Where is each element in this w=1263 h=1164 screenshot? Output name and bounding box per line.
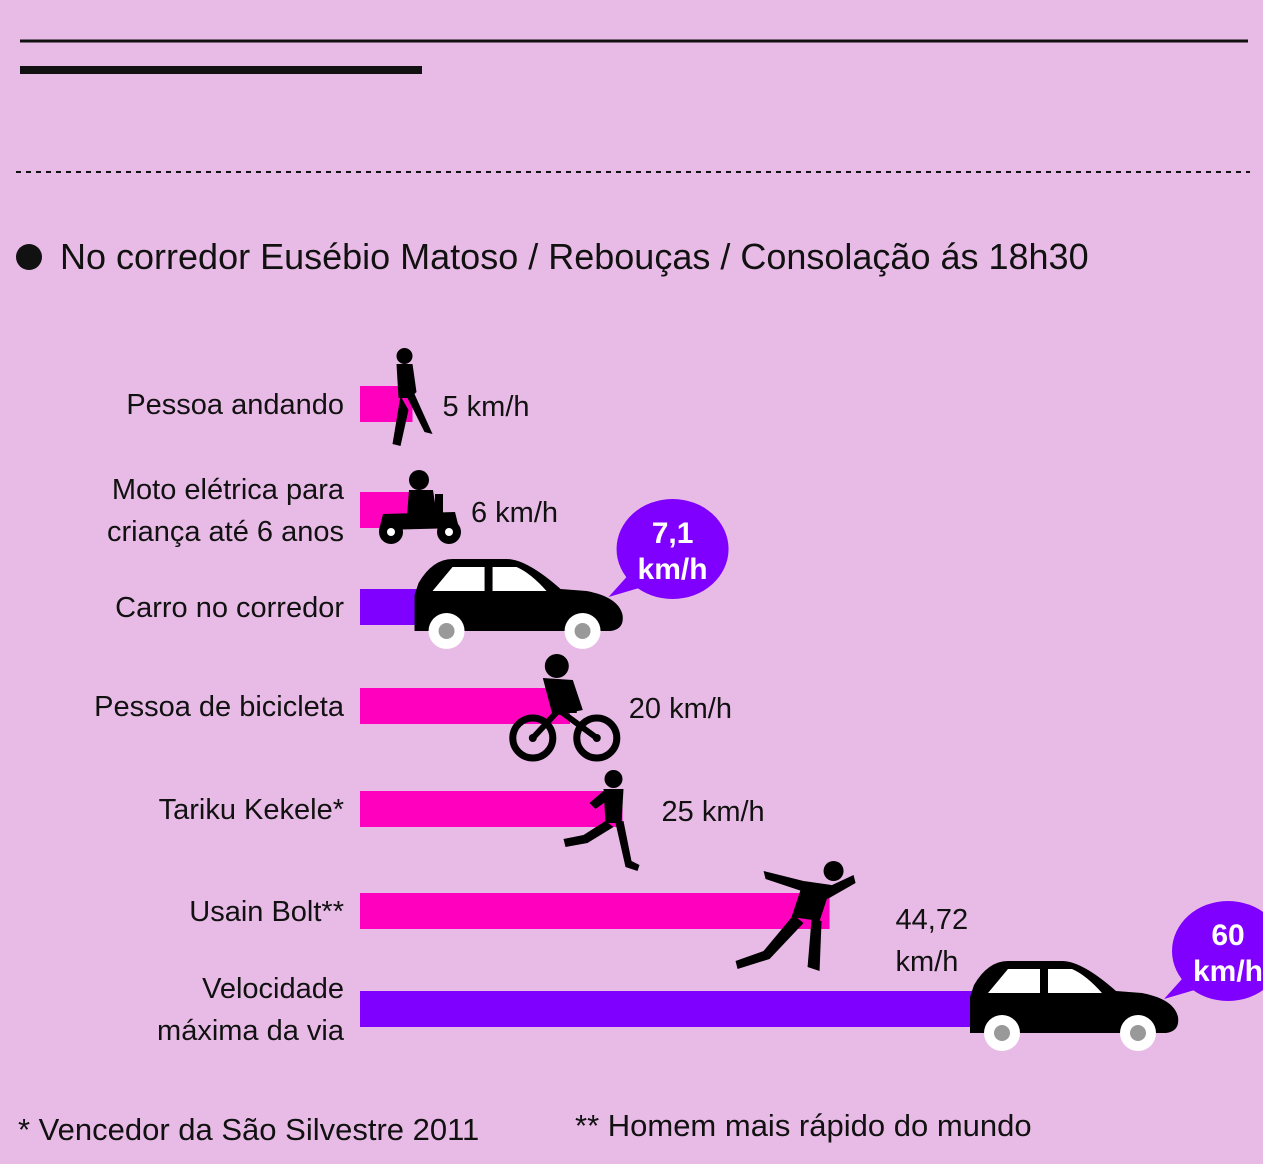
chart-row: Moto elétrica para criança até 6 anos 6 km… (107, 470, 558, 548)
data-label: 20 km/h (629, 693, 732, 725)
chart-row: Tariku Kekele* 25 km/h (159, 770, 765, 871)
kids-motorbike-icon (379, 470, 461, 544)
bubble-body (616, 499, 729, 599)
category-label: Velocidade (202, 973, 344, 1005)
chart-row: Pessoa de bicicleta 20 km/h (94, 654, 732, 762)
footnote-right: ** Homem mais rápido do mundo (575, 1108, 1032, 1143)
runner-icon (563, 770, 640, 871)
category-label: Carro no corredor (115, 592, 344, 624)
footnote-left: * Vencedor da São Silvestre 2011 (18, 1112, 480, 1147)
value-bubble: 7,1km/h (608, 499, 729, 599)
cyclist-icon (509, 654, 621, 762)
data-label: km/h (896, 946, 959, 978)
bubble-body (1172, 901, 1263, 1001)
chart-row: Pessoa andando 5 km/h (126, 348, 530, 446)
walking-person-icon (392, 348, 433, 446)
category-label: Pessoa andando (126, 389, 344, 421)
chart-subtitle: No corredor Eusébio Matoso / Rebouças / … (16, 232, 1089, 282)
data-label: 60 (1211, 919, 1244, 952)
chart-row: Carro no corredor 7,1km/h (115, 499, 729, 649)
bullet-icon (16, 244, 42, 270)
data-label: 6 km/h (471, 497, 558, 529)
bar (360, 991, 990, 1027)
bar (360, 791, 623, 827)
category-label: Moto elétrica para (112, 474, 345, 506)
sprinter-icon (735, 861, 856, 971)
chart-row: Usain Bolt** 44,72 km/h (189, 861, 968, 978)
category-label: Usain Bolt** (189, 896, 344, 928)
category-label: Pessoa de bicicleta (94, 691, 345, 723)
data-label: km/h (638, 553, 708, 586)
data-label: 25 km/h (662, 796, 765, 828)
category-label: máxima da via (157, 1015, 345, 1047)
subtitle-text: No corredor Eusébio Matoso / Rebouças / … (60, 236, 1089, 277)
car-icon (970, 961, 1179, 1051)
car-icon (414, 559, 623, 649)
data-label: 7,1 (652, 517, 694, 550)
category-label: criança até 6 anos (107, 516, 344, 548)
data-label: 44,72 (896, 904, 969, 936)
data-label: 5 km/h (443, 391, 530, 423)
data-label: km/h (1193, 955, 1263, 988)
category-label: Tariku Kekele* (159, 794, 344, 826)
bar (360, 893, 830, 929)
